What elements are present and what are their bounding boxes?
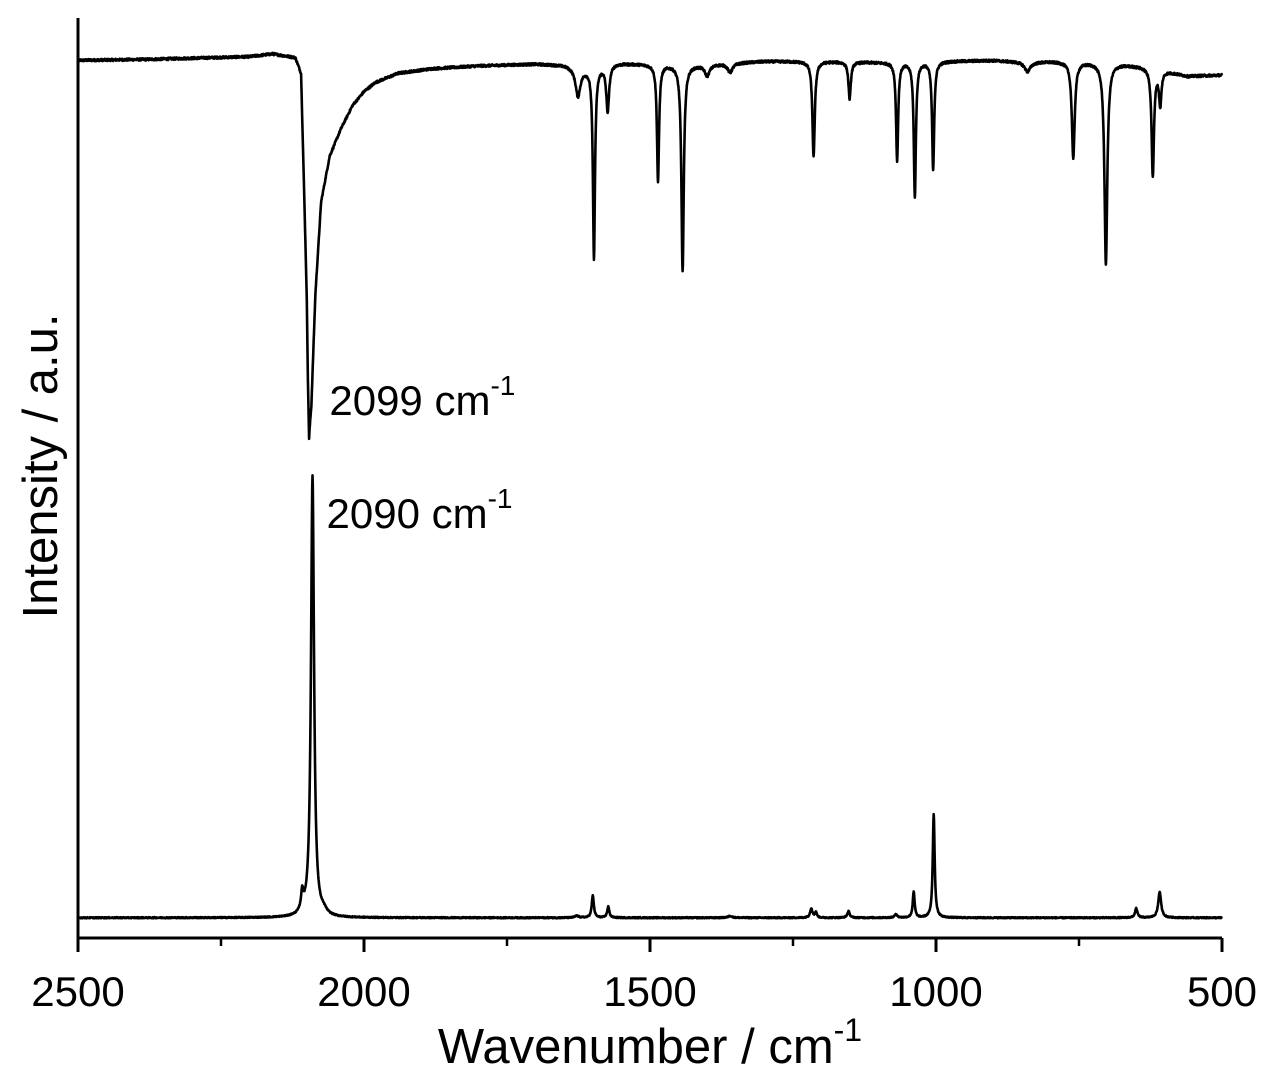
spectrum-top-line	[76, 51, 1224, 441]
y-axis-label: Intensity / a.u.	[14, 313, 68, 618]
plot-series	[76, 51, 1224, 920]
x-tick-label: 2500	[31, 968, 124, 1015]
x-tick-label: 2000	[317, 968, 410, 1015]
peak-annotations: 2099 cm-1 2090 cm-1	[327, 370, 516, 537]
peak-label-2090: 2090 cm-1	[327, 483, 513, 537]
x-axis-ticks: 2500 2000 1500 1000 500	[31, 938, 1257, 1015]
plot-axes	[76, 18, 1222, 940]
x-axis-label: Wavenumber / cm-1	[438, 1012, 862, 1073]
x-tick-label: 1000	[889, 968, 982, 1015]
x-tick-label: 500	[1187, 968, 1257, 1015]
spectrum-bottom-line	[76, 474, 1224, 920]
peak-label-2099: 2099 cm-1	[329, 370, 515, 424]
x-tick-label: 1500	[603, 968, 696, 1015]
